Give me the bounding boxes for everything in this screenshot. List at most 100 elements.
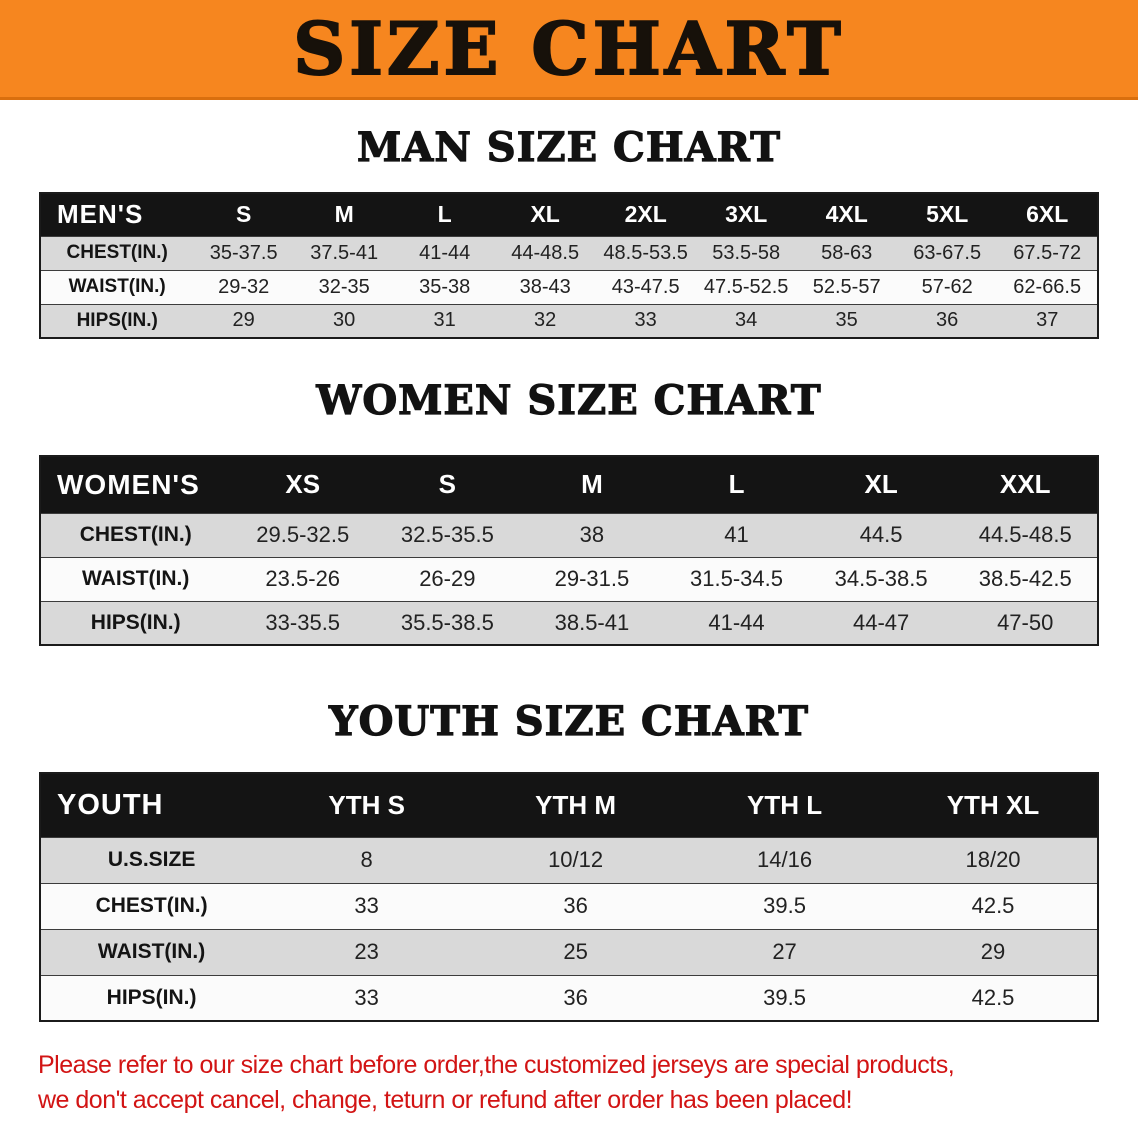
size-cell: 53.5-58 [712, 241, 781, 264]
size-cell: 10/12 [548, 847, 604, 872]
row-label: U.S.SIZE [107, 848, 196, 871]
size-cell: 44.5-48.5 [978, 522, 1072, 547]
row-label: HIPS(IN.) [76, 309, 158, 331]
size-cell: 41-44 [708, 609, 765, 635]
youth-size-header: YTH L [680, 773, 890, 837]
size-cell: 42.5 [971, 893, 1015, 918]
size-cell: 38 [579, 522, 605, 547]
size-cell: 32.5-35.5 [400, 522, 494, 547]
youth-hips-row: HIPS(IN.) 33 36 39.5 42.5 [40, 975, 1098, 1021]
size-cell: 52.5-57 [812, 275, 881, 298]
size-cell: 43-47.5 [611, 275, 680, 298]
size-cell: 39.5 [763, 984, 806, 1010]
men-size-table: MEN'S S M L XL 2XL 3XL 4XL 5XL 6XL CHEST… [39, 192, 1099, 339]
size-cell: 35.5-38.5 [400, 609, 494, 635]
men-size-header: 5XL [896, 193, 998, 236]
size-cell: 26-29 [419, 566, 476, 591]
row-label: WAIST(IN.) [97, 940, 206, 963]
size-cell: 35-37.5 [209, 241, 278, 264]
women-chest-row: CHEST(IN.) 29.5-32.5 32.5-35.5 38 41 44.… [40, 513, 1098, 557]
youth-waist-row: WAIST(IN.) 23 25 27 29 [40, 929, 1098, 975]
size-cell: 38.5-42.5 [978, 566, 1072, 591]
women-size-header: L [664, 456, 809, 513]
size-cell: 29 [980, 939, 1006, 964]
men-header-row: MEN'S S M L XL 2XL 3XL 4XL 5XL 6XL [40, 193, 1098, 236]
size-cell: 38.5-41 [554, 609, 630, 635]
women-size-header: XXL [953, 456, 1098, 513]
youth-size-header: YTH XL [889, 773, 1098, 837]
size-cell: 36 [563, 984, 588, 1010]
men-hips-row: HIPS(IN.) 29 30 31 32 33 34 35 36 37 [40, 304, 1098, 338]
men-size-header: 4XL [796, 193, 897, 236]
size-cell: 31.5-34.5 [690, 566, 783, 591]
size-cell: 35 [835, 309, 858, 332]
size-cell: 41 [724, 522, 749, 547]
size-cell: 23 [354, 939, 379, 964]
size-cell: 34.5-38.5 [834, 566, 928, 591]
men-chest-row: CHEST(IN.) 35-37.5 37.5-41 41-44 44-48.5… [40, 236, 1098, 270]
women-size-header: S [375, 456, 520, 513]
size-cell: 63-67.5 [913, 241, 982, 264]
men-waist-row: WAIST(IN.) 29-32 32-35 35-38 38-43 43-47… [40, 270, 1098, 304]
banner: SIZE CHART [0, 0, 1138, 100]
women-size-table: WOMEN'S XS S M L XL XXL CHEST(IN.) 29.5-… [39, 455, 1099, 646]
size-cell: 37 [1036, 309, 1059, 332]
women-hips-row: HIPS(IN.) 33-35.5 35.5-38.5 38.5-41 41-4… [40, 601, 1098, 645]
size-cell: 41-44 [419, 241, 471, 264]
size-cell: 48.5-53.5 [603, 241, 688, 264]
size-cell: 29-32 [218, 275, 270, 298]
size-cell: 33-35.5 [265, 609, 341, 635]
youth-section-heading: YOUTH SIZE CHART [328, 698, 809, 745]
youth-section: YOUTH SIZE CHART YOUTH YTH S YTH M YTH L… [0, 698, 1138, 1022]
size-cell: 29.5-32.5 [256, 522, 350, 547]
size-cell: 44.5 [859, 522, 903, 547]
footer-notice: Please refer to our size chart before or… [0, 1048, 1138, 1118]
size-cell: 32 [534, 309, 557, 332]
size-cell: 58-63 [821, 241, 873, 264]
size-cell: 23.5-26 [265, 566, 341, 591]
row-label: CHEST(IN.) [66, 242, 168, 263]
size-cell: 29 [232, 309, 255, 332]
size-cell: 14/16 [757, 847, 813, 872]
row-label: WAIST(IN.) [68, 276, 166, 297]
women-waist-row: WAIST(IN.) 23.5-26 26-29 29-31.5 31.5-34… [40, 557, 1098, 601]
men-size-header: L [394, 193, 495, 236]
men-size-header: S [193, 193, 294, 236]
size-cell: 44-47 [852, 609, 910, 635]
women-size-header: M [519, 456, 665, 513]
size-cell: 34 [735, 309, 758, 332]
women-section: WOMEN SIZE CHART WOMEN'S XS S M L XL XXL [0, 377, 1138, 646]
notice-line-1: Please refer to our size chart before or… [38, 1051, 955, 1079]
size-cell: 35-38 [419, 275, 471, 298]
size-cell: 47-50 [997, 609, 1054, 635]
size-cell: 33 [634, 309, 657, 332]
size-cell: 33 [354, 893, 379, 918]
size-cell: 37.5-41 [310, 241, 379, 264]
page-title: SIZE CHART [292, 5, 845, 91]
size-cell: 42.5 [971, 984, 1015, 1010]
youth-table-label: YOUTH [40, 773, 263, 837]
women-header-row: WOMEN'S XS S M L XL XXL [40, 456, 1098, 513]
size-cell: 67.5-72 [1013, 241, 1082, 264]
size-cell: 38-43 [519, 275, 571, 298]
women-section-heading: WOMEN SIZE CHART [316, 377, 822, 424]
youth-chest-row: CHEST(IN.) 33 36 39.5 42.5 [40, 883, 1098, 929]
size-cell: 31 [433, 309, 456, 332]
size-cell: 57-62 [921, 275, 973, 298]
size-cell: 36 [936, 309, 959, 332]
women-size-header: XS [230, 456, 376, 513]
row-label: CHEST(IN.) [95, 894, 208, 917]
size-cell: 25 [563, 939, 588, 964]
men-table-label: MEN'S [40, 193, 194, 236]
men-section: MAN SIZE CHART MEN'S S M L XL 2XL 3XL 4X… [0, 127, 1138, 339]
size-cell: 27 [772, 939, 797, 964]
size-cell: 47.5-52.5 [703, 275, 789, 298]
size-cell: 29-31.5 [554, 566, 630, 591]
men-size-header: M [293, 193, 395, 236]
youth-size-table: YOUTH YTH S YTH M YTH L YTH XL U.S.SIZE … [39, 772, 1099, 1022]
notice-line-2: we don't accept cancel, change, teturn o… [38, 1086, 853, 1114]
row-label: CHEST(IN.) [79, 523, 192, 546]
size-cell: 62-66.5 [1013, 275, 1082, 298]
size-cell: 39.5 [763, 893, 806, 918]
